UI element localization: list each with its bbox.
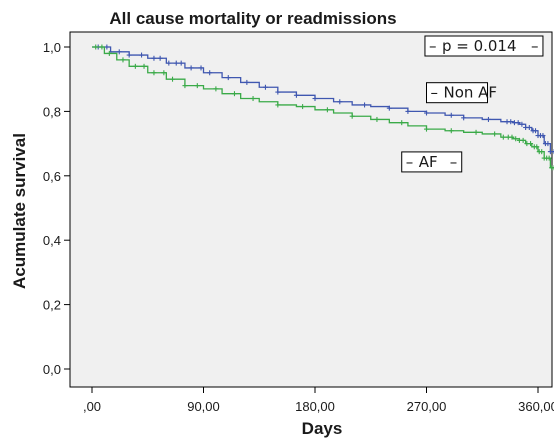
censor-mark-non-af — [461, 115, 467, 121]
censor-mark-non-af — [533, 128, 539, 134]
censor-mark-non-af — [225, 75, 231, 81]
censor-mark-af — [161, 70, 167, 76]
censor-mark-non-af — [104, 44, 110, 50]
censor-mark-af — [275, 102, 281, 108]
censor-mark-non-af — [519, 121, 525, 127]
censor-mark-non-af — [126, 52, 132, 58]
series-layer — [92, 44, 554, 171]
censor-mark-non-af — [139, 52, 145, 58]
censor-mark-non-af — [312, 96, 318, 102]
censor-mark-af — [539, 149, 545, 155]
censor-mark-af — [349, 113, 355, 119]
censor-mark-non-af — [526, 125, 532, 130]
annotation-box: – p = 0.014– — [424, 35, 544, 57]
censor-mark-af — [528, 141, 534, 147]
annotation-box: – AF – — [401, 151, 463, 173]
annotation-box: – Non AF — [426, 82, 498, 104]
censor-mark-af — [141, 63, 147, 69]
censor-mark-af — [106, 50, 112, 56]
y-tick-label: 0,8 — [43, 104, 61, 119]
censor-mark-af — [231, 91, 237, 97]
censor-mark-non-af — [515, 120, 521, 126]
annotation-text: AF — [419, 153, 438, 171]
chart-title: All cause mortality or readmissions — [109, 9, 396, 28]
censor-mark-non-af — [244, 79, 250, 85]
censor-mark-af — [250, 96, 256, 102]
censor-mark-non-af — [545, 141, 551, 147]
censor-mark-af — [324, 107, 330, 113]
annotation-dash: – — [531, 37, 539, 55]
annotation-dash: – — [431, 84, 439, 102]
annotation-dash: – — [450, 153, 458, 171]
y-tick-label: 0,4 — [43, 233, 61, 248]
annotation-layer: – p = 0.014 –– Non AF– AF – — [401, 35, 544, 173]
x-tick-label: 90,00 — [187, 399, 220, 414]
censor-mark-non-af — [262, 84, 268, 90]
y-tick-label: 0,0 — [43, 362, 61, 377]
censor-mark-af — [93, 44, 99, 50]
censor-mark-af — [500, 134, 506, 140]
annotation-dash: – — [429, 37, 437, 55]
censor-mark-af — [448, 128, 454, 134]
censor-mark-non-af — [540, 133, 546, 139]
censor-mark-af — [182, 83, 188, 89]
censor-mark-non-af — [448, 112, 454, 118]
censor-mark-non-af — [508, 119, 514, 125]
x-tick-label: 360,00 — [518, 399, 554, 414]
x-tick-label: ,00 — [83, 399, 101, 414]
censor-mark-non-af — [337, 99, 343, 105]
axes: 0,0 0,2 0,4 0,6 0,8 1,0 ,00 90,00 180,00 270,00 36… — [43, 40, 554, 414]
x-tick-label: 180,00 — [295, 399, 335, 414]
censor-mark-non-af — [405, 108, 411, 114]
censor-mark-non-af — [485, 116, 491, 122]
censor-mark-non-af — [207, 70, 213, 76]
censor-mark-non-af — [293, 92, 299, 98]
censor-mark-non-af — [386, 105, 392, 111]
censor-mark-af — [99, 44, 105, 50]
censor-mark-af — [520, 137, 526, 143]
annotation-dash: – — [406, 153, 414, 171]
censor-mark-non-af — [151, 55, 157, 61]
censor-mark-non-af — [551, 149, 554, 155]
censor-mark-non-af — [178, 60, 184, 66]
series-line-af — [92, 46, 554, 169]
censor-mark-af — [424, 126, 429, 132]
censor-mark-af — [399, 120, 405, 126]
censor-mark-af — [546, 155, 552, 161]
censor-mark-af — [194, 83, 200, 89]
censor-mark-af — [509, 134, 515, 140]
x-axis-label: Days — [302, 419, 343, 438]
censor-mark-non-af — [362, 102, 368, 108]
censor-mark-af — [170, 76, 176, 82]
censor-mark-af — [374, 116, 380, 122]
censor-mark-af — [492, 131, 498, 137]
annotation-text: p = 0.014 — [442, 37, 517, 55]
censor-mark-non-af — [424, 110, 429, 116]
censor-mark-af — [473, 129, 479, 135]
censor-mark-af — [300, 104, 306, 110]
annotation-text: Non AF — [444, 84, 498, 102]
y-axis-label: Acumulate survival — [10, 133, 29, 289]
censor-mark-af — [151, 70, 157, 76]
y-tick-label: 0,6 — [43, 169, 61, 184]
censor-mark-non-af — [198, 65, 204, 71]
y-tick-label: 1,0 — [43, 40, 61, 55]
censor-mark-non-af — [157, 55, 163, 61]
censor-mark-non-af — [166, 60, 172, 66]
y-tick-label: 0,2 — [43, 298, 61, 313]
censor-mark-af — [551, 165, 554, 171]
censor-mark-af — [120, 57, 126, 63]
censor-mark-non-af — [173, 60, 179, 66]
censor-mark-af — [534, 144, 540, 150]
censor-mark-non-af — [188, 65, 194, 71]
censor-mark-af — [513, 136, 519, 142]
censor-mark-non-af — [116, 49, 122, 55]
censor-mark-non-af — [275, 89, 281, 95]
x-tick-label: 270,00 — [407, 399, 447, 414]
censor-mark-af — [213, 86, 219, 92]
censor-mark-af — [132, 63, 138, 69]
